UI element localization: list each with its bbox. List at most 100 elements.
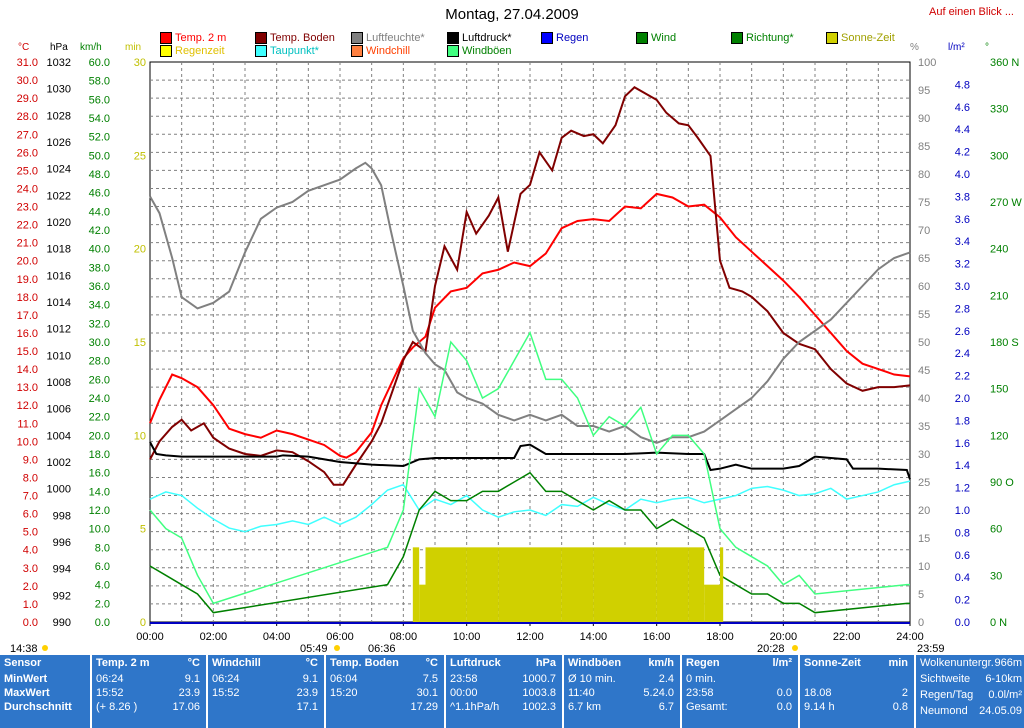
wind-tick: 24.0 — [89, 393, 110, 405]
panel-header: Temp. 2 m °C — [92, 655, 204, 672]
sun-bar — [593, 547, 625, 622]
legend-label: Temp. Boden — [270, 32, 335, 44]
series-taupunkt- — [149, 480, 911, 533]
direction-tick: 60 — [990, 524, 1002, 536]
temp-tick: 27.0 — [17, 129, 38, 141]
humidity-unit: % — [910, 42, 919, 53]
humidity-tick: 80 — [918, 169, 930, 181]
sun-bar — [435, 547, 467, 622]
info-row: Wolkenuntergr. 966m — [916, 655, 1024, 671]
sensor-row-min: MinWert — [4, 673, 48, 685]
wind-tick: 0.0 — [95, 617, 110, 629]
pressure-tick: 1014 — [47, 297, 71, 309]
panel-row: 00:00 1003.8 — [446, 686, 560, 700]
pressure-tick: 1032 — [47, 57, 71, 69]
time-tick-label: 22:00 — [833, 631, 861, 643]
panel-row-value: 0.0 — [776, 687, 792, 699]
weather-chart: 31.0 30.0 29.0 28.0 27.0 26.0 25.0 24.0 23.0 22.0… — [10, 42, 1022, 655]
info-panel: Wolkenuntergr. 966m Sichtweite 6-10km Regen/… — [914, 655, 1024, 728]
direction-tick: 270 W — [990, 197, 1022, 209]
series-wind — [149, 471, 910, 614]
statistics-bar: Sensor MinWert MaxWert Durchschnitt Temp… — [0, 655, 1024, 728]
panel-title: Temp. Boden — [330, 657, 399, 669]
direction-tick: 360 N — [990, 57, 1019, 69]
humidity-tick: 95 — [918, 85, 930, 97]
rain-tick: 0.0 — [955, 617, 970, 629]
rain-tick: 3.2 — [955, 259, 970, 271]
panel-unit: min — [888, 657, 908, 669]
panel-title: Temp. 2 m — [96, 657, 150, 669]
panel-row — [800, 672, 912, 686]
direction-tick: 330 — [990, 104, 1008, 116]
legend-item: Windchill — [351, 45, 410, 57]
rain-tick: 2.8 — [955, 303, 970, 315]
legend-item: Regenzeit — [160, 45, 225, 57]
panel-row-time: 6.7 km — [568, 701, 602, 713]
humidity-tick: 5 — [918, 589, 924, 601]
wind-tick: 2.0 — [95, 598, 110, 610]
rain-tick: 2.2 — [955, 371, 970, 383]
humidity-tick: 45 — [918, 365, 930, 377]
pressure-tick: 1024 — [47, 164, 71, 176]
sensor-panel: Sensor MinWert MaxWert Durchschnitt — [0, 655, 88, 728]
info-row: Neumond 24.05.09 — [916, 703, 1024, 719]
minutes-tick: 5 — [140, 524, 146, 536]
panel-header: Windböen km/h — [564, 655, 678, 672]
humidity-tick: 30 — [918, 449, 930, 461]
temp-tick: 10.0 — [17, 436, 38, 448]
wind-tick: 28.0 — [89, 356, 110, 368]
panel-row-value: 2 — [901, 687, 908, 699]
sun-bar — [419, 584, 426, 622]
sunrise-marker-time: 06:36 — [368, 643, 396, 655]
pressure-tick: 1022 — [47, 190, 71, 202]
wind-tick: 60.0 — [89, 57, 110, 69]
panel-row: (+ 8.26 ) 17.06 — [92, 700, 204, 714]
humidity-tick: 75 — [918, 197, 930, 209]
legend-swatch — [447, 32, 459, 44]
legend-item: Wind — [636, 32, 676, 44]
panel-unit: °C — [187, 657, 200, 669]
panel-row-time: 15:20 — [330, 687, 358, 699]
panel-row-value: 17.1 — [296, 701, 318, 713]
wind-tick: 44.0 — [89, 206, 110, 218]
legend-label: Richtung* — [746, 32, 794, 44]
panel-row: 23:58 1000.7 — [446, 672, 560, 686]
pressure-tick: 992 — [53, 590, 71, 602]
wind-tick: 22.0 — [89, 412, 110, 424]
panel-row-value: 1002.3 — [522, 701, 556, 713]
wind-tick: 4.0 — [95, 580, 110, 592]
wind-tick: 26.0 — [89, 374, 110, 386]
rain-tick: 1.4 — [955, 460, 970, 472]
sunrise-time: 05:49 — [300, 643, 328, 655]
panel-row-time: 0 min. — [686, 673, 716, 685]
legend-swatch — [160, 45, 172, 57]
sun-bar — [530, 547, 562, 622]
panel-row: 23:58 0.0 — [682, 686, 796, 700]
panel-row-value: 9.1 — [184, 673, 200, 685]
panel-title: Sonne-Zeit — [804, 657, 861, 669]
humidity-tick: 65 — [918, 253, 930, 265]
info-label: Neumond — [920, 705, 968, 717]
moon-rise-time: 14:38 — [10, 643, 38, 655]
rain-tick: 4.6 — [955, 102, 970, 114]
overview-link[interactable]: Auf einen Blick ... — [929, 6, 1014, 18]
temp-tick: 1.0 — [23, 599, 38, 611]
sun-bar — [704, 584, 720, 622]
pressure-tick: 1002 — [47, 457, 71, 469]
pressure-tick: 1012 — [47, 324, 71, 336]
panel-row-time: 06:24 — [212, 673, 240, 685]
temp-tick: 9.0 — [23, 454, 38, 466]
legend-label: Wind — [651, 32, 677, 44]
temp-tick: 11.0 — [17, 418, 38, 430]
info-row: Regen/Tag 0.0l/m² — [916, 687, 1024, 703]
pressure-tick: 1000 — [47, 484, 71, 496]
time-tick-label: 18:00 — [706, 631, 734, 643]
pressure-tick: 996 — [53, 537, 71, 549]
sun-icon — [334, 645, 340, 651]
sun-bar — [688, 547, 705, 622]
panel-row-time: (+ 8.26 ) — [96, 701, 138, 713]
wind-tick: 14.0 — [89, 486, 110, 498]
pressure-tick: 998 — [53, 510, 71, 522]
temp-tick: 19.0 — [17, 274, 38, 286]
pressure-tick: 990 — [53, 617, 71, 629]
